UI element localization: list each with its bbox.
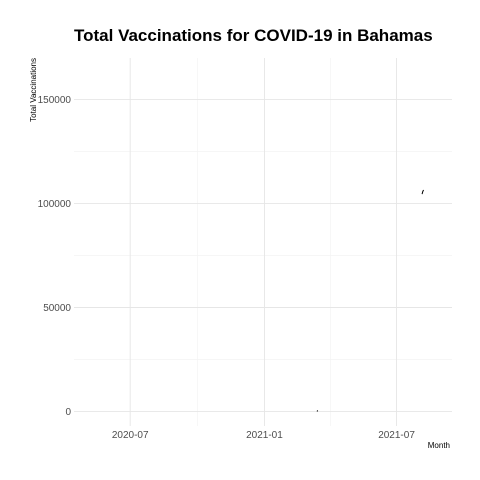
y-tick-label: 150000 bbox=[38, 95, 72, 106]
series-line bbox=[316, 410, 319, 412]
x-tick-label: 2020-07 bbox=[112, 430, 149, 441]
x-tick-label: 2021-01 bbox=[246, 430, 283, 441]
x-tick-label: 2021-07 bbox=[378, 430, 415, 441]
y-tick-label: 0 bbox=[65, 407, 71, 418]
y-tick-label: 100000 bbox=[38, 199, 72, 210]
y-tick-label: 50000 bbox=[43, 303, 71, 314]
series-line bbox=[421, 189, 424, 195]
chart-title: Total Vaccinations for COVID-19 in Baham… bbox=[74, 26, 433, 45]
y-axis-title: Total Vaccinations bbox=[29, 58, 38, 122]
x-axis-title: Month bbox=[428, 441, 450, 450]
